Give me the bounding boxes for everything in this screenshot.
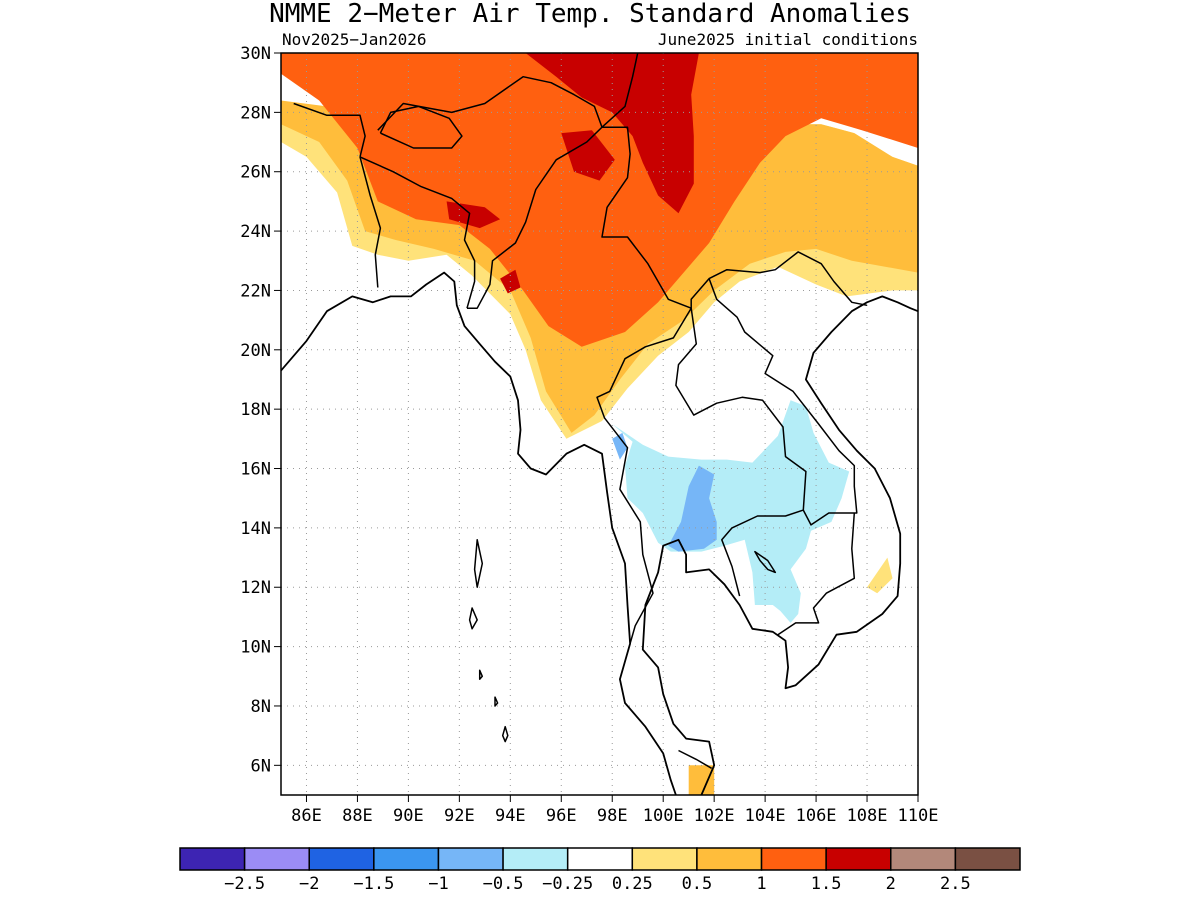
island-line-19 — [478, 669, 484, 680]
colorbar-label: −2.5 — [224, 874, 265, 894]
colorbar-label: 1 — [756, 874, 766, 894]
anomaly-region-2 — [281, 53, 918, 347]
border-line-11 — [675, 308, 807, 597]
border-line-7 — [467, 126, 603, 309]
colorbar-label: −0.25 — [542, 874, 593, 894]
anomaly-region-8 — [688, 765, 715, 795]
colorbar-swatch — [308, 847, 375, 871]
colorbar: −2.5 −2 −1.5 −1 −0.5 −0.25 0.25 0.5 1 1.5 2 2.5 — [179, 847, 1021, 894]
border-line-8 — [601, 126, 868, 309]
island-line-20 — [494, 696, 499, 707]
colorbar-label: −2 — [299, 874, 319, 894]
lake-line-15 — [754, 550, 777, 574]
colorbar-label: 2.5 — [940, 874, 971, 894]
border-line-9 — [601, 53, 639, 128]
country-boundaries — [281, 53, 918, 795]
chart-title: NMME 2−Meter Air Temp. Standard Anomalie… — [269, 0, 911, 29]
lon-tick-label: 102E — [694, 806, 735, 826]
anomaly-region-3 — [525, 53, 699, 214]
lat-tick-label: 24N — [240, 222, 271, 242]
axis-ticks: 30N 28N 26N 24N 22N 20N 18N 16N 14N 12N 10N 8N 6N 86E… — [240, 44, 938, 826]
initial-conditions-label: June2025 initial conditions — [658, 30, 918, 49]
colorbar-swatch — [373, 847, 440, 871]
lat-tick-label: 18N — [240, 400, 271, 420]
lat-tick-label: 26N — [240, 163, 271, 183]
colorbar-label: 0.25 — [612, 874, 653, 894]
colorbar-swatch — [502, 847, 569, 871]
lon-tick-label: 96E — [546, 806, 577, 826]
lat-tick-label: 20N — [240, 341, 271, 361]
anomaly-region-11 — [612, 432, 628, 460]
colorbar-label: −0.5 — [483, 874, 524, 894]
colorbar-swatch — [825, 847, 892, 871]
lon-tick-label: 104E — [745, 806, 786, 826]
border-line-12 — [708, 278, 858, 526]
anomaly-region-5 — [446, 201, 501, 229]
lat-tick-label: 10N — [240, 638, 271, 658]
colorbar-swatch — [179, 847, 246, 871]
colorbar-label: 1.5 — [811, 874, 842, 894]
lon-tick-label: 110E — [898, 806, 939, 826]
colorbar-label: 0.5 — [682, 874, 713, 894]
border-line-10 — [596, 307, 692, 644]
coast-line-0 — [281, 271, 677, 795]
anomaly-region-7 — [867, 557, 893, 594]
anomaly-region-9 — [612, 400, 850, 623]
lon-tick-label: 92E — [444, 806, 475, 826]
border-line-2 — [359, 156, 382, 288]
forecast-period: Nov2025−Jan2026 — [282, 30, 427, 49]
colorbar-swatch — [566, 847, 634, 871]
colorbar-swatch — [696, 847, 763, 871]
border-line-4 — [293, 102, 366, 158]
colorbar-swatch — [243, 847, 310, 871]
lon-tick-label: 106E — [796, 806, 837, 826]
coast-line-1 — [641, 295, 918, 795]
island-line-18 — [501, 725, 509, 743]
border-line-14 — [678, 749, 712, 769]
colorbar-swatch — [890, 847, 957, 871]
dotted-grid — [281, 52, 919, 795]
lat-tick-label: 6N — [251, 756, 271, 776]
border-line-13 — [777, 512, 856, 636]
lat-tick-label: 14N — [240, 519, 271, 539]
lat-tick-label: 28N — [240, 103, 271, 123]
map-frame — [280, 52, 919, 796]
anomaly-shading — [281, 53, 918, 795]
colorbar-swatch — [954, 847, 1021, 871]
colorbar-label: −1 — [428, 874, 448, 894]
lon-tick-label: 94E — [495, 806, 526, 826]
lon-tick-label: 86E — [291, 806, 322, 826]
lon-tick-label: 88E — [342, 806, 373, 826]
colorbar-swatch — [437, 847, 504, 871]
lon-tick-label: 90E — [393, 806, 424, 826]
lat-tick-label: 30N — [240, 44, 271, 64]
lon-tick-label: 108E — [847, 806, 888, 826]
anomaly-region-4 — [561, 130, 615, 181]
colorbar-label: 2 — [886, 874, 896, 894]
lat-tick-label: 8N — [251, 697, 271, 717]
lat-tick-label: 22N — [240, 281, 271, 301]
island-line-16 — [473, 539, 484, 588]
border-line-3 — [359, 156, 476, 309]
lon-tick-label: 100E — [643, 806, 684, 826]
lat-tick-label: 12N — [240, 578, 271, 598]
lat-tick-label: 16N — [240, 460, 271, 480]
colorbar-swatch — [631, 847, 698, 871]
colorbar-label: −1.5 — [353, 874, 394, 894]
colorbar-swatch — [760, 847, 827, 871]
anomaly-region-10 — [668, 465, 717, 552]
island-line-17 — [468, 607, 478, 630]
border-line-6 — [377, 75, 603, 131]
lon-tick-label: 98E — [597, 806, 628, 826]
